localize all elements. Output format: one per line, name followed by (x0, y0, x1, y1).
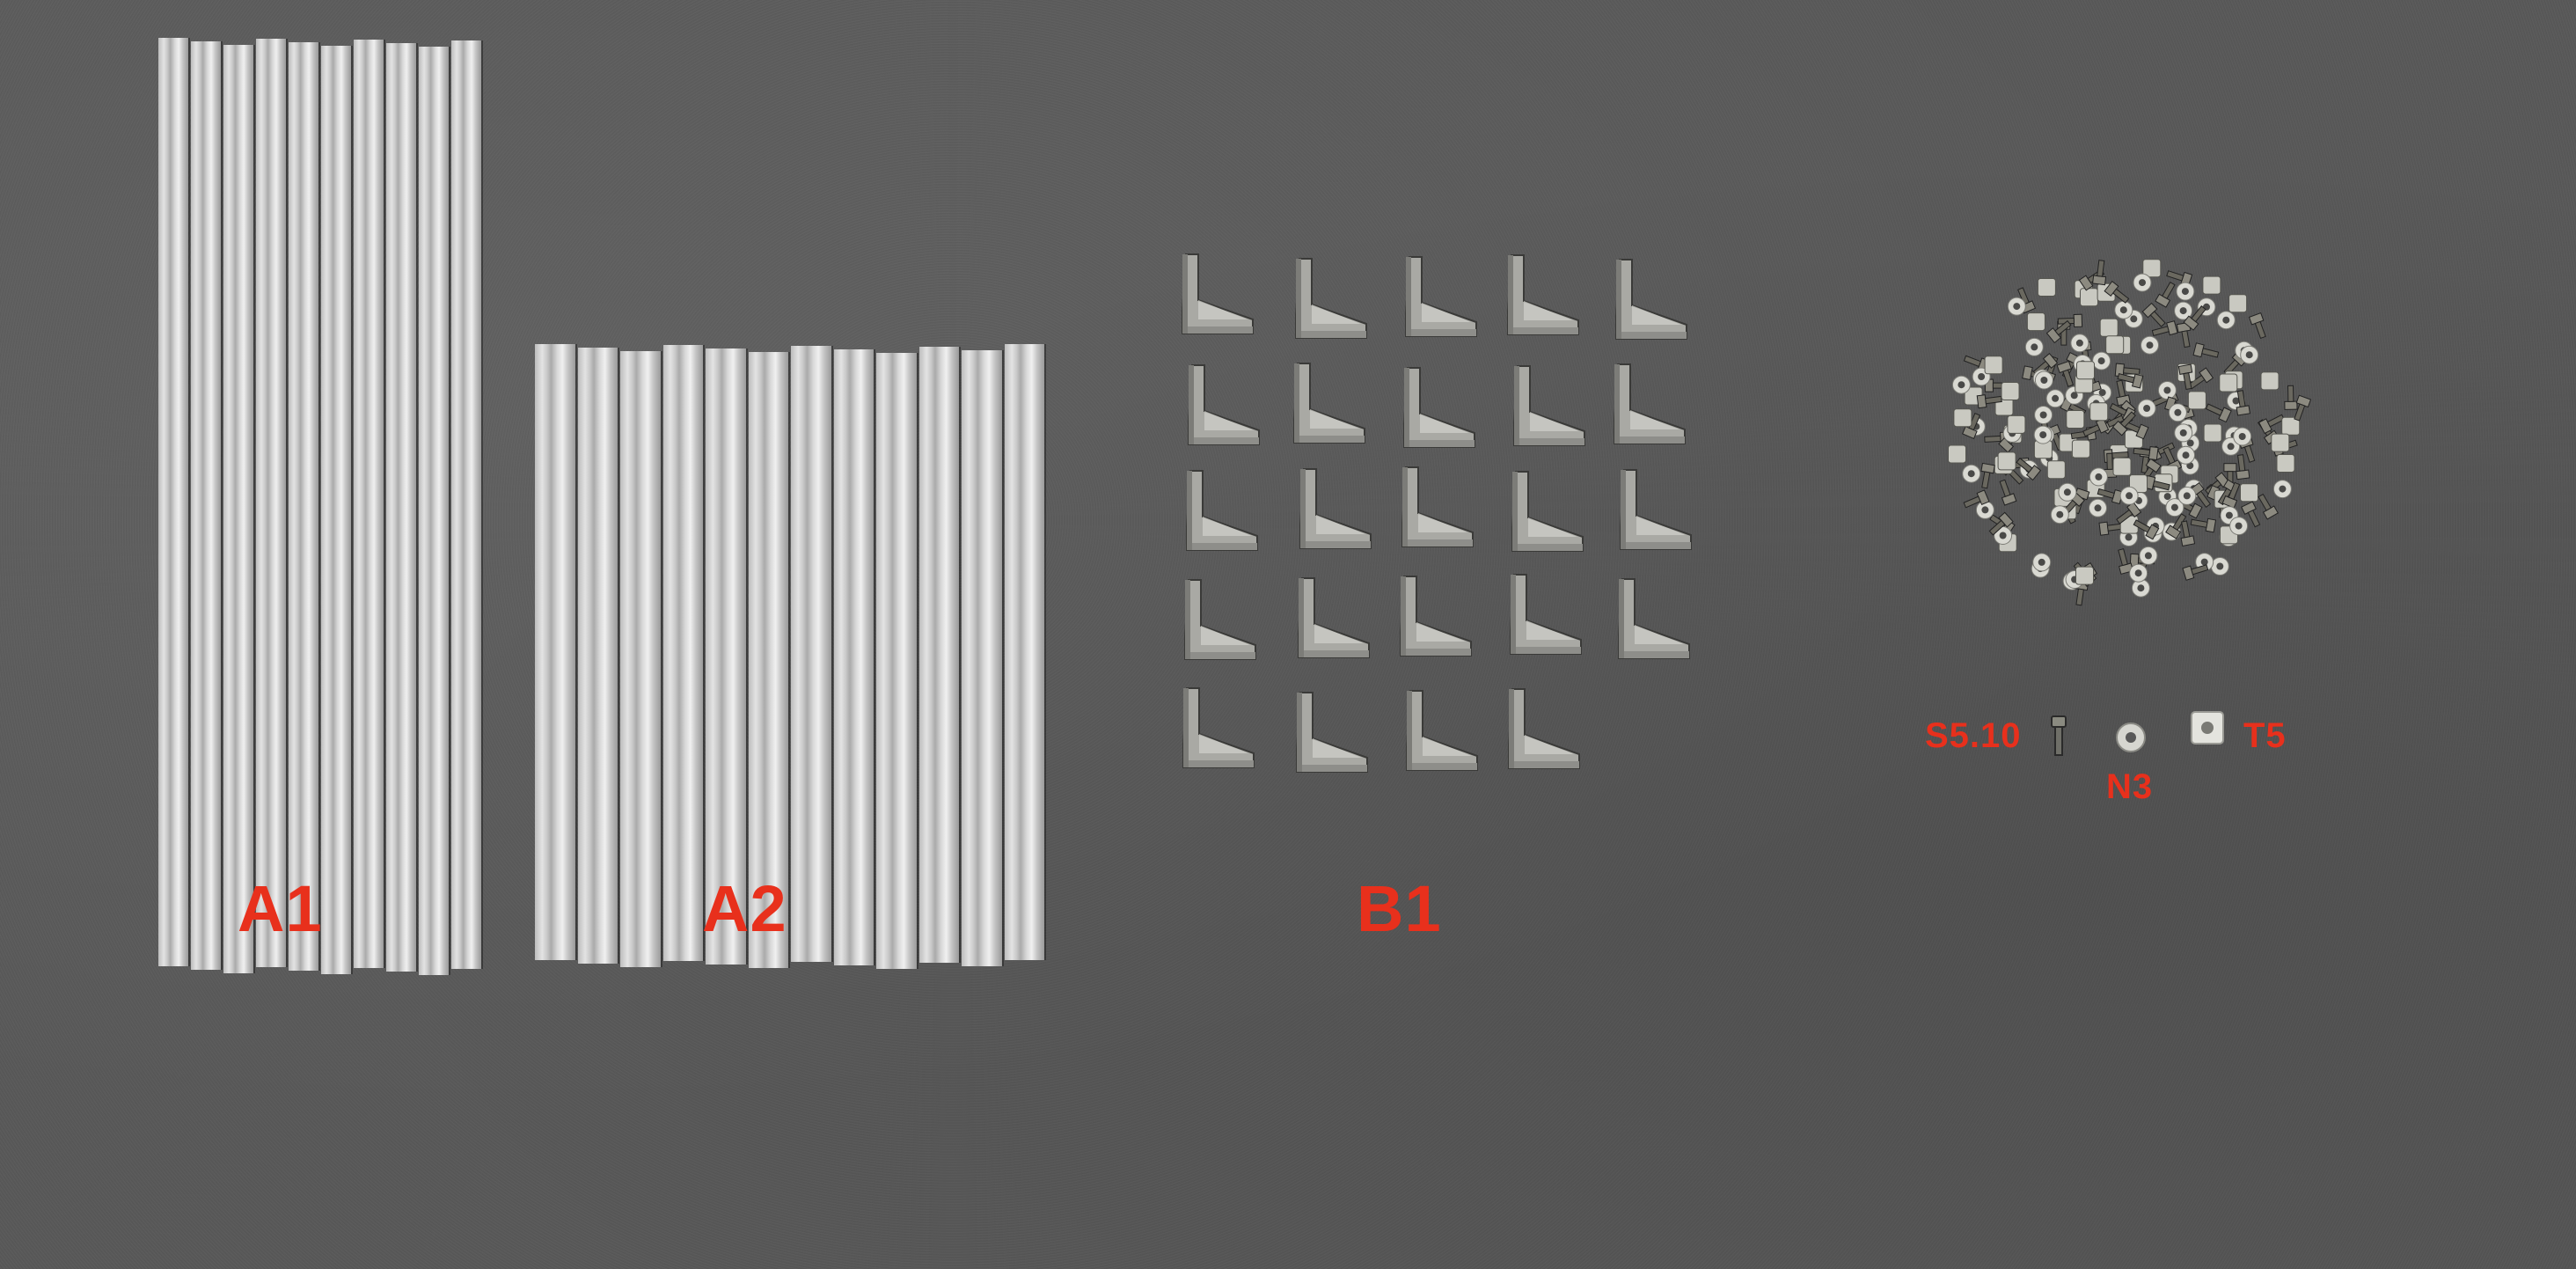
label-s5-10: S5.10 (1925, 716, 2022, 755)
screw-sample (2051, 715, 2067, 756)
corner-bracket (1501, 250, 1589, 338)
corner-bracket (1507, 361, 1595, 449)
aluminum-rail-a1 (386, 43, 416, 972)
t-nut-sample (2191, 711, 2224, 745)
corner-bracket (1178, 575, 1266, 663)
aluminum-rail-a2 (918, 347, 959, 963)
label-n3: N3 (2106, 767, 2154, 806)
label-a1: A1 (238, 872, 323, 945)
aluminum-rail-a1 (419, 47, 449, 975)
label-t5: T5 (2243, 716, 2287, 755)
aluminum-rail-a2 (833, 349, 874, 965)
corner-bracket (1609, 254, 1697, 342)
aluminum-rail-a1 (289, 42, 318, 971)
corner-bracket (1182, 360, 1270, 448)
aluminum-rail-a2 (706, 348, 746, 965)
aluminum-rail-a2 (876, 353, 917, 969)
hardware-pile (1948, 259, 2312, 606)
aluminum-rail-a1 (451, 40, 481, 969)
corner-bracket (1176, 683, 1264, 771)
aluminum-rail-a1 (256, 39, 286, 967)
label-b1: B1 (1357, 872, 1442, 945)
aluminum-rail-a1 (223, 45, 253, 973)
corner-bracket (1180, 466, 1268, 554)
corner-bracket (1395, 462, 1483, 550)
corner-bracket (1290, 687, 1378, 775)
aluminum-rail-a1 (191, 41, 221, 970)
corner-bracket (1400, 686, 1488, 774)
aluminum-rail-a2 (748, 352, 788, 968)
aluminum-rail-a1 (321, 46, 351, 974)
aluminum-rail-a2 (620, 351, 661, 967)
corner-bracket (1175, 249, 1263, 337)
aluminum-rail-a2 (577, 348, 618, 964)
rail-group-a1 (158, 38, 484, 975)
label-a2: A2 (702, 872, 787, 945)
corner-bracket (1505, 466, 1593, 554)
corner-bracket (1612, 574, 1700, 662)
aluminum-rail-a2 (791, 346, 831, 962)
corner-bracket (1394, 571, 1482, 659)
corner-bracket (1293, 464, 1381, 552)
corner-bracket (1502, 684, 1590, 772)
corner-bracket (1607, 359, 1695, 447)
corner-bracket (1292, 573, 1379, 661)
aluminum-rail-a1 (158, 38, 188, 966)
corner-bracket (1614, 465, 1701, 553)
washer-sample (2116, 723, 2146, 752)
aluminum-rail-a1 (354, 40, 384, 968)
corner-bracket (1289, 253, 1377, 341)
corner-bracket (1287, 358, 1375, 446)
aluminum-rail-a2 (962, 350, 1002, 966)
aluminum-rail-a2 (535, 344, 575, 960)
aluminum-rail-a2 (662, 345, 703, 961)
corner-bracket (1504, 569, 1592, 657)
corner-bracket (1397, 363, 1485, 451)
corner-bracket (1399, 252, 1487, 340)
rail-group-a2 (535, 344, 1047, 969)
aluminum-rail-a2 (1004, 344, 1044, 960)
